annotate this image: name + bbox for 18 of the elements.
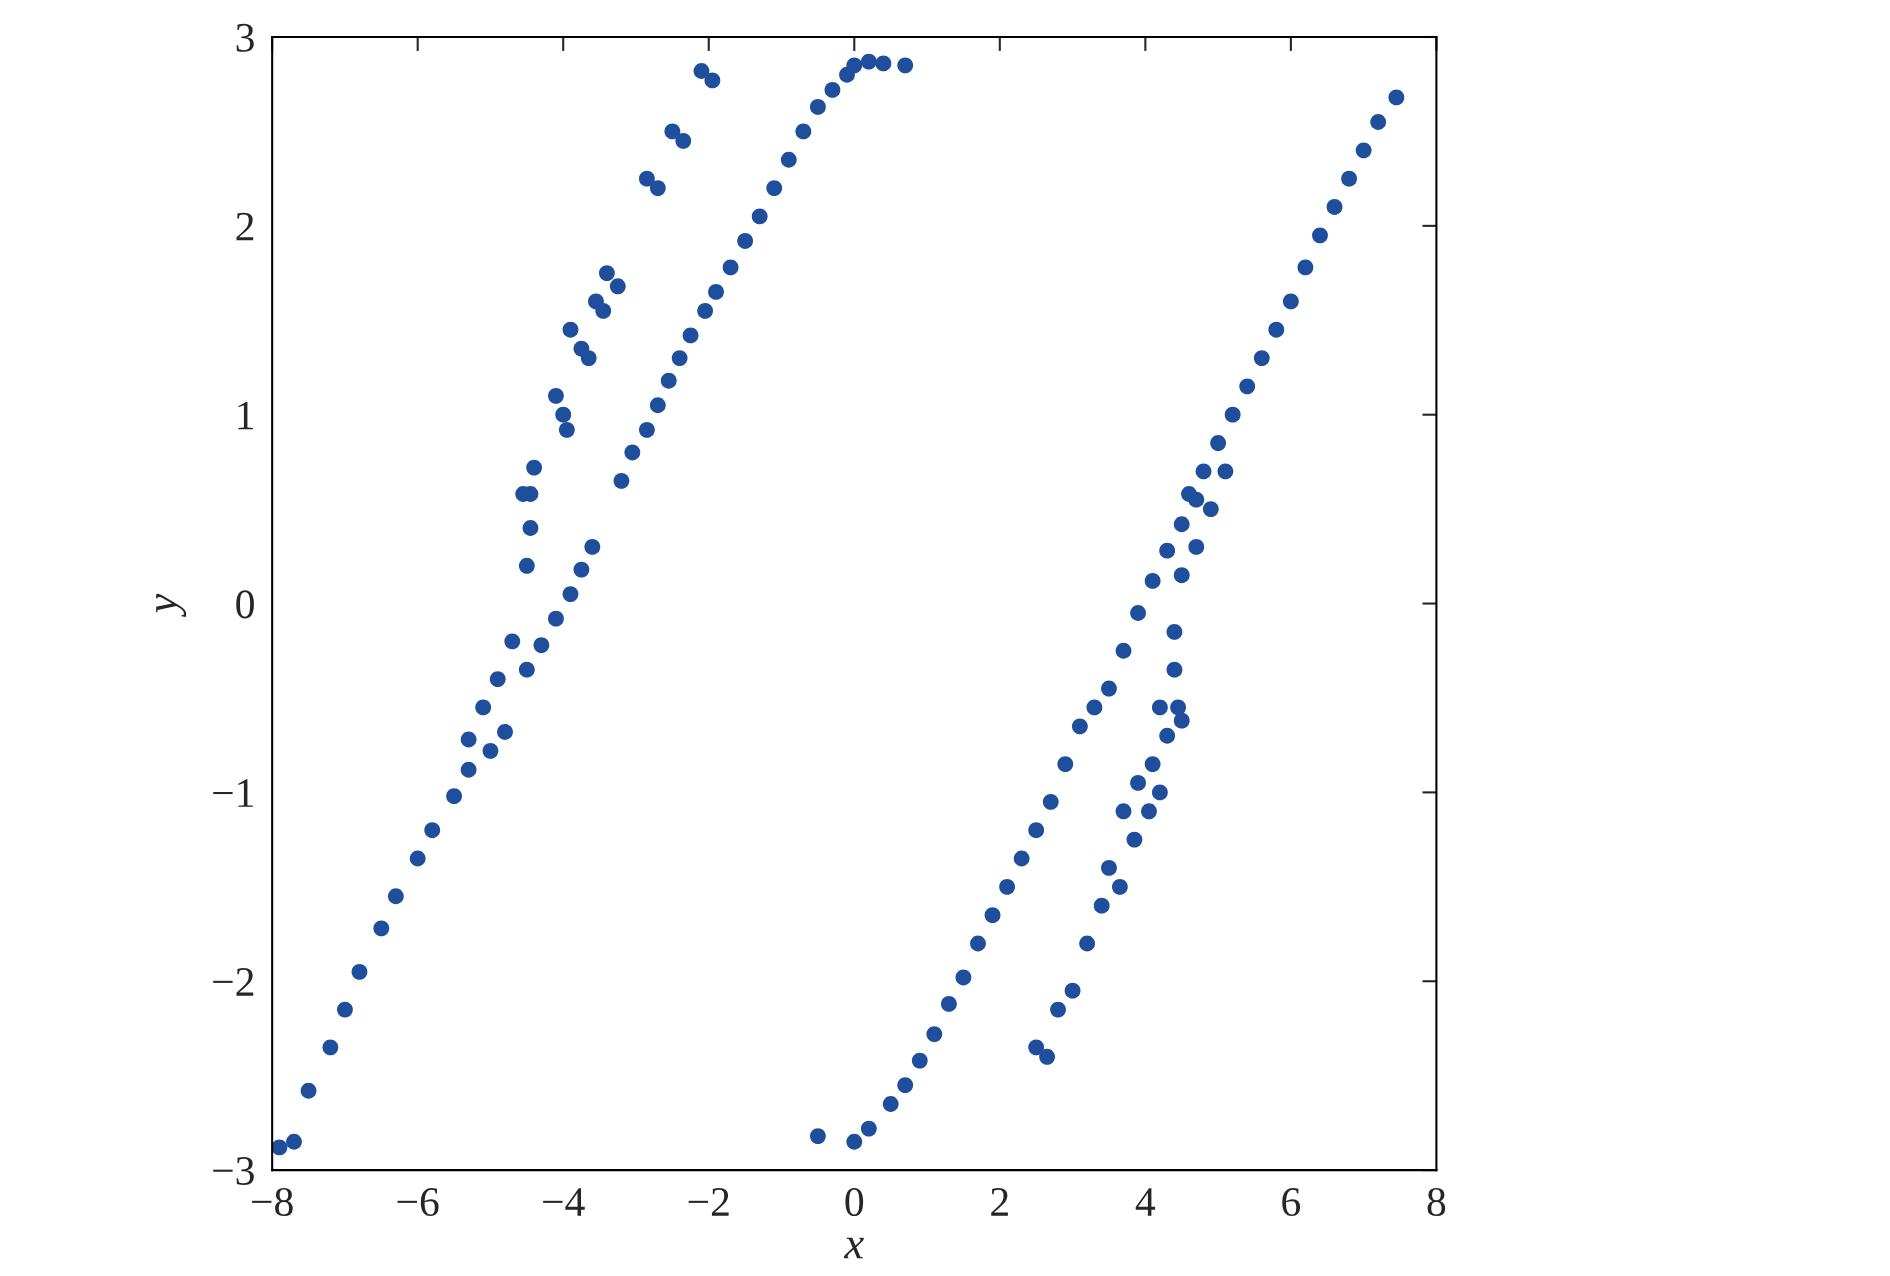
y-tick-label: 2: [236, 212, 254, 241]
y-tick-label: −1: [213, 779, 253, 807]
y-tick-label: 3: [236, 23, 254, 52]
y-tick-label: 1: [238, 401, 253, 430]
x-tick-label: −2: [688, 1188, 729, 1216]
y-tick-label: −3: [213, 1156, 254, 1185]
x-tick-label: 2: [991, 1188, 1008, 1216]
x-tick-label: 4: [1135, 1188, 1156, 1216]
x-tick-label: −6: [397, 1188, 439, 1217]
y-tick-label: 0: [236, 590, 254, 619]
x-tick-label: 0: [845, 1187, 864, 1217]
y-tick-label: −2: [213, 968, 254, 996]
x-tick-label: 6: [1282, 1188, 1301, 1217]
x-tick-label: −4: [543, 1188, 585, 1216]
y-axis-title: y: [156, 593, 187, 618]
x-tick-label: 8: [1427, 1187, 1446, 1217]
x-tick-label: −8: [252, 1187, 293, 1217]
x-axis-title: x: [843, 1237, 864, 1259]
